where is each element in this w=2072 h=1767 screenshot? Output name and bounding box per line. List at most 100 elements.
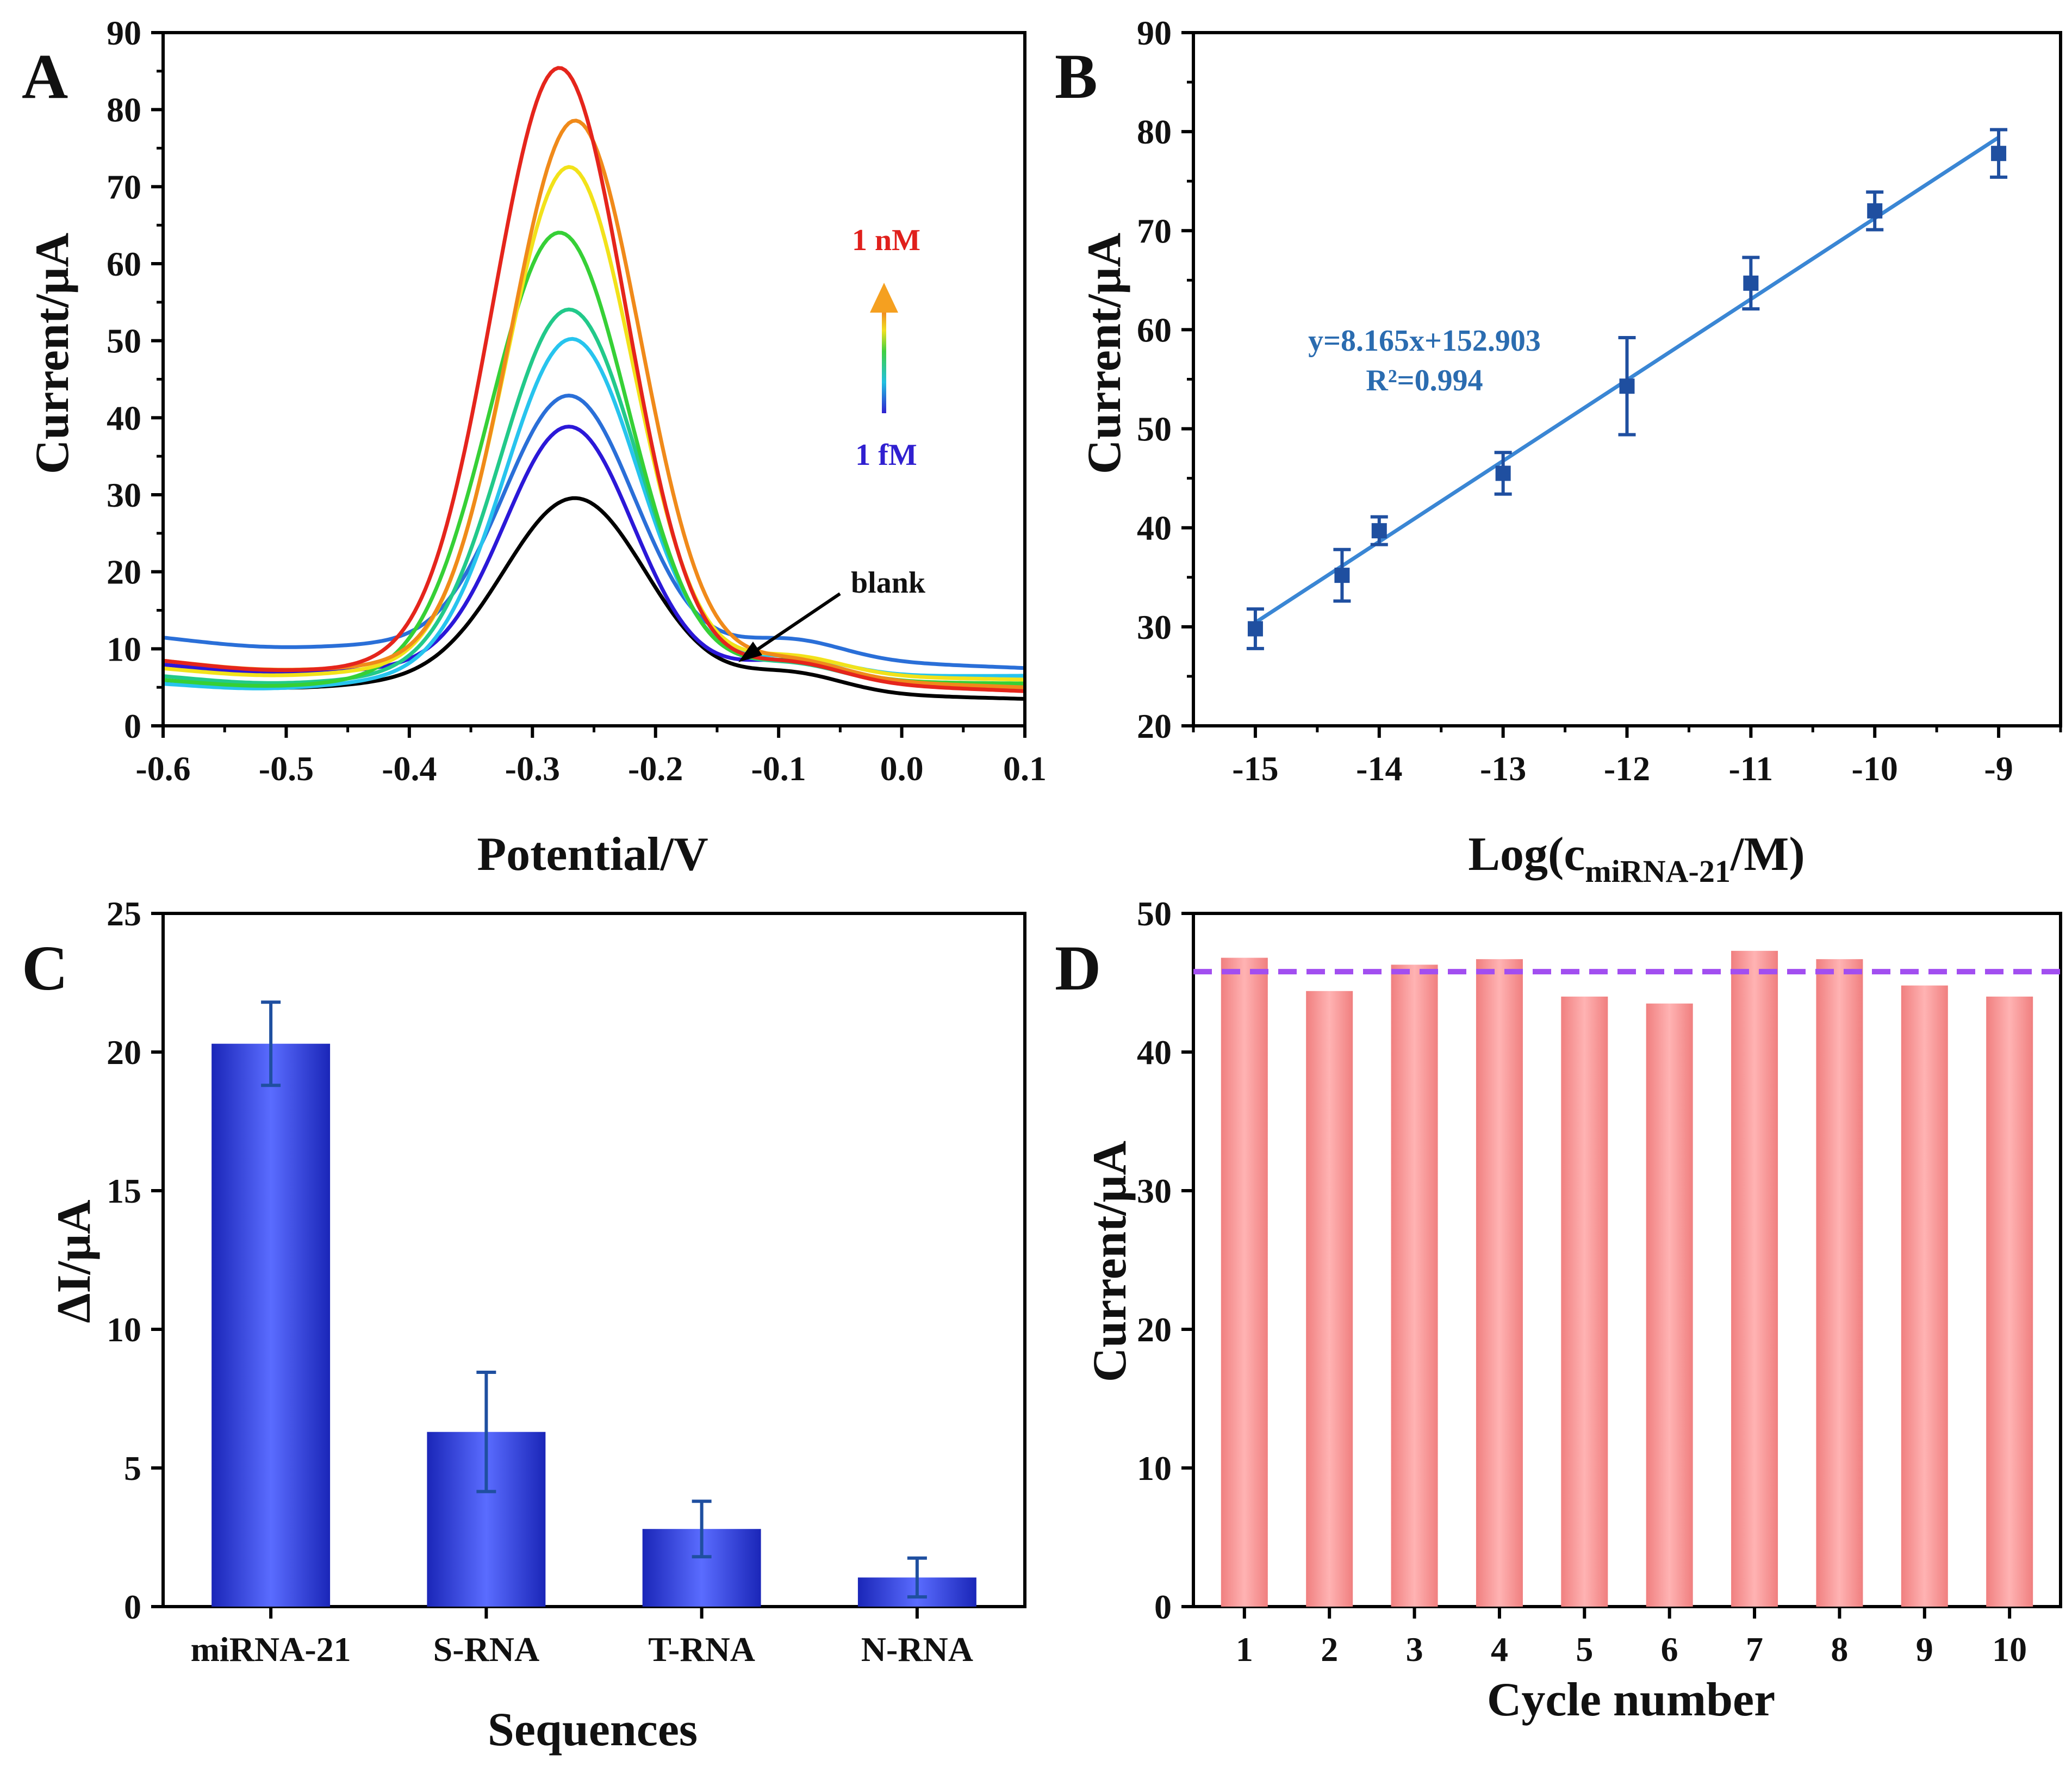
cycle-label: 4 [1491, 1630, 1508, 1669]
panel-c-ytick-label: 20 [107, 1033, 141, 1072]
panel-d-ytick-label: 50 [1137, 894, 1172, 933]
panel-b-xtick-label: -10 [1852, 749, 1898, 788]
panel-a-ytick-label: 70 [107, 167, 141, 206]
bar-cycle-8 [1816, 959, 1863, 1607]
panel-d-ylabel: Current/μA [1084, 1141, 1136, 1382]
panel-c-ytick-label: 0 [124, 1588, 141, 1626]
panel-b-plot [1246, 128, 2008, 650]
cycle-label: 1 [1236, 1630, 1253, 1669]
panel-b: B Current/μA Log(cmiRNA-21/M) -15 -14 -13-… [1055, 14, 2062, 889]
data-point [1247, 621, 1263, 637]
fit-equation: y=8.165x+152.903 [1308, 324, 1541, 358]
panel-b-ytick-label: 90 [1137, 14, 1172, 52]
panel-b-ytick-label: 80 [1137, 113, 1172, 151]
curve-c4 [163, 307, 1025, 689]
panel-b-xtick-label: -14 [1356, 749, 1402, 788]
panel-d: D Current/μA Cycle number 1 2 3 4 5 6 7 8 9 10 0 10… [1055, 894, 2062, 1726]
curve-c2 [163, 393, 1025, 670]
panel-a-xtick-label: -0.4 [382, 749, 437, 788]
annotation-1nM: 1 nM [852, 223, 920, 257]
annotation-blank: blank [851, 566, 926, 600]
data-point [1743, 275, 1759, 291]
panel-a-ylabel: Current/μA [26, 233, 79, 474]
panel-a-ytick-label: 20 [107, 553, 141, 592]
data-point [1619, 378, 1635, 394]
panel-b-ytick-label: 50 [1137, 410, 1172, 449]
data-point [1495, 465, 1511, 481]
bar-cycle-4 [1476, 959, 1523, 1607]
panel-a-ytick-label: 90 [107, 14, 141, 52]
panel-c-ytick-label: 5 [124, 1449, 141, 1488]
panel-d-ytick-label: 0 [1154, 1588, 1172, 1626]
panel-d-ytick-label: 10 [1137, 1449, 1172, 1488]
panel-a-xtick-label: -0.1 [751, 749, 806, 788]
curve-c6 [163, 165, 1025, 682]
panel-b-axes: -15 -14 -13 -12 -11 -10 -9 20 30 40 50 60 70 80 90 [1137, 14, 2062, 788]
panel-c: C ΔI/μA Sequences miRNA-21 S-RNA T-RNA N-RN… [22, 894, 1026, 1756]
bar-cycle-9 [1901, 985, 1948, 1607]
panel-b-ylabel: Current/μA [1078, 233, 1131, 474]
panel-a-ytick-label: 50 [107, 322, 141, 360]
panel-b-xtick-label: -9 [1984, 749, 2013, 788]
panel-d-ytick-label: 20 [1137, 1310, 1172, 1349]
panel-b-ytick-label: 70 [1137, 211, 1172, 250]
panel-b-xtick-label: -12 [1604, 749, 1650, 788]
panel-a-xlabel: Potential/V [477, 828, 708, 881]
cycle-label: 8 [1831, 1630, 1848, 1669]
panel-a-ytick-label: 10 [107, 630, 141, 668]
cycle-label: 7 [1746, 1630, 1763, 1669]
panel-c-letter: C [22, 932, 68, 1004]
data-point [1991, 146, 2007, 161]
panel-d-frame [1192, 912, 2062, 1608]
panel-d-letter: D [1055, 932, 1101, 1004]
panel-c-plot [211, 1000, 976, 1607]
category-label: N-RNA [861, 1630, 973, 1669]
panel-b-ytick-label: 30 [1137, 608, 1172, 646]
category-label: miRNA-21 [191, 1630, 351, 1669]
cycle-label: 9 [1916, 1630, 1933, 1669]
cycle-label: 6 [1661, 1630, 1678, 1669]
panel-d-xlabel: Cycle number [1487, 1673, 1775, 1726]
cycle-label: 10 [1992, 1630, 2027, 1669]
panel-d-axes: 1 2 3 4 5 6 7 8 9 10 0 10 20 30 40 50 [1137, 894, 2062, 1669]
blank-pointer-line [752, 592, 841, 654]
category-label: T-RNA [648, 1630, 755, 1669]
panel-b-xlabel-tail: /M) [1730, 828, 1805, 881]
panel-a-xtick-label: -0.2 [628, 749, 683, 788]
bar-miRNA-21 [211, 1043, 331, 1607]
panel-a-xtick-label: -0.6 [135, 749, 190, 788]
concentration-arrow-shaft [882, 310, 886, 413]
panel-b-xtick-label: -15 [1232, 749, 1278, 788]
curve-1-nM [163, 66, 1025, 693]
panel-b-xtick-label: -11 [1728, 749, 1773, 788]
panel-d-ytick-label: 30 [1137, 1172, 1172, 1210]
cycle-label: 2 [1321, 1630, 1338, 1669]
panel-a-xtick-label: -0.3 [505, 749, 560, 788]
bar-cycle-6 [1646, 1003, 1693, 1607]
blank-pointer-head [738, 642, 762, 662]
annotation-1fM: 1 fM [855, 438, 917, 472]
bar-cycle-7 [1731, 950, 1778, 1607]
panel-c-ytick-label: 25 [107, 894, 141, 933]
panel-a-ytick-label: 60 [107, 245, 141, 283]
panel-c-ylabel-text: ΔI/μA [48, 1199, 101, 1323]
bar-cycle-1 [1221, 957, 1268, 1607]
panel-a-xtick-label: 0.0 [880, 749, 924, 788]
panel-b-ytick-label: 20 [1137, 707, 1172, 745]
curve-c3 [163, 337, 1025, 690]
bar-cycle-10 [1986, 997, 2033, 1607]
panel-a-ytick-label: 0 [124, 707, 141, 745]
panel-a-ytick-label: 80 [107, 91, 141, 129]
panel-d-plot [1193, 950, 2061, 1607]
category-label: S-RNA [433, 1630, 540, 1669]
panel-c-axes: miRNA-21 S-RNA T-RNA N-RNA 0 5 10 15 20 25 [107, 894, 1026, 1669]
concentration-arrow-head [870, 283, 898, 313]
bar-cycle-2 [1306, 991, 1353, 1607]
panel-a: A Current/μA Potential/V -0.6 -0.5 -0.4 -0.… [22, 14, 1047, 881]
panel-a-ytick-label: 40 [107, 399, 141, 437]
panel-a-axes: -0.6 -0.5 -0.4 -0.3 -0.2 -0.1 0.0 0.1 0 10 20 30 40 5… [107, 14, 1047, 788]
panel-a-ytick-label: 30 [107, 476, 141, 514]
panel-a-frame [161, 31, 1026, 727]
panel-d-ytick-label: 40 [1137, 1033, 1172, 1072]
